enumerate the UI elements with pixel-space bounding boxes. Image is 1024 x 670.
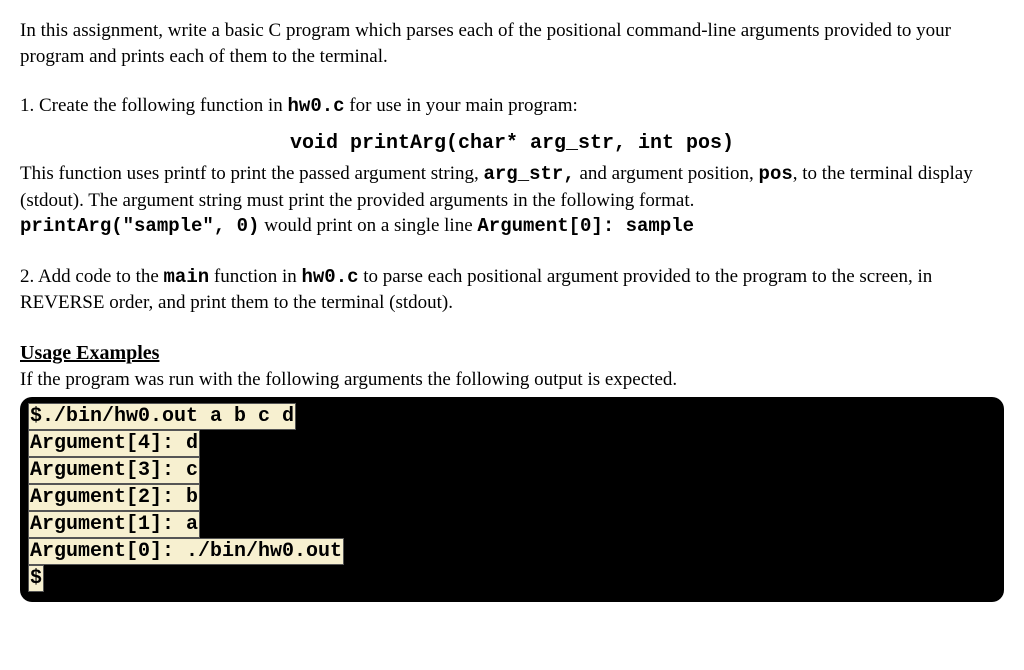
step1-desc-a: This function uses printf to print the p… <box>20 163 484 184</box>
step2-b: function in <box>209 266 301 287</box>
usage-heading: Usage Examples <box>20 340 1004 367</box>
arg-pos: pos <box>759 163 793 185</box>
step1-file: hw0.c <box>288 95 345 117</box>
step2-file: hw0.c <box>302 266 359 288</box>
step1-desc-d: would print on a single line <box>259 215 477 236</box>
step1-lead: 1. Create the following function in hw0.… <box>20 93 1004 120</box>
intro-paragraph: In this assignment, write a basic C prog… <box>20 18 1004 69</box>
terminal-output: $./bin/hw0.out a b c d Argument[4]: d Ar… <box>20 397 1004 602</box>
example-output: Argument[0]: sample <box>477 215 694 237</box>
terminal-line: Argument[2]: b <box>28 484 200 511</box>
example-call: printArg("sample", 0) <box>20 215 259 237</box>
step2-desc: 2. Add code to the main function in hw0.… <box>20 264 1004 316</box>
terminal-line: Argument[3]: c <box>28 457 200 484</box>
terminal-line: Argument[1]: a <box>28 511 200 538</box>
step2-a: 2. Add code to the <box>20 266 164 287</box>
step1-text-a: 1. Create the following function in <box>20 95 288 116</box>
step1-text-b: for use in your main program: <box>345 95 578 116</box>
step2-main: main <box>164 266 210 288</box>
terminal-line: $./bin/hw0.out a b c d <box>28 403 296 430</box>
arg-str: arg_str, <box>484 163 575 185</box>
step1-desc: This function uses printf to print the p… <box>20 161 1004 240</box>
terminal-line: $ <box>28 565 44 592</box>
terminal-line: Argument[4]: d <box>28 430 200 457</box>
usage-note: If the program was run with the followin… <box>20 367 1004 393</box>
step1-desc-b: and argument position, <box>575 163 759 184</box>
terminal-line: Argument[0]: ./bin/hw0.out <box>28 538 344 565</box>
function-signature: void printArg(char* arg_str, int pos) <box>20 130 1004 157</box>
